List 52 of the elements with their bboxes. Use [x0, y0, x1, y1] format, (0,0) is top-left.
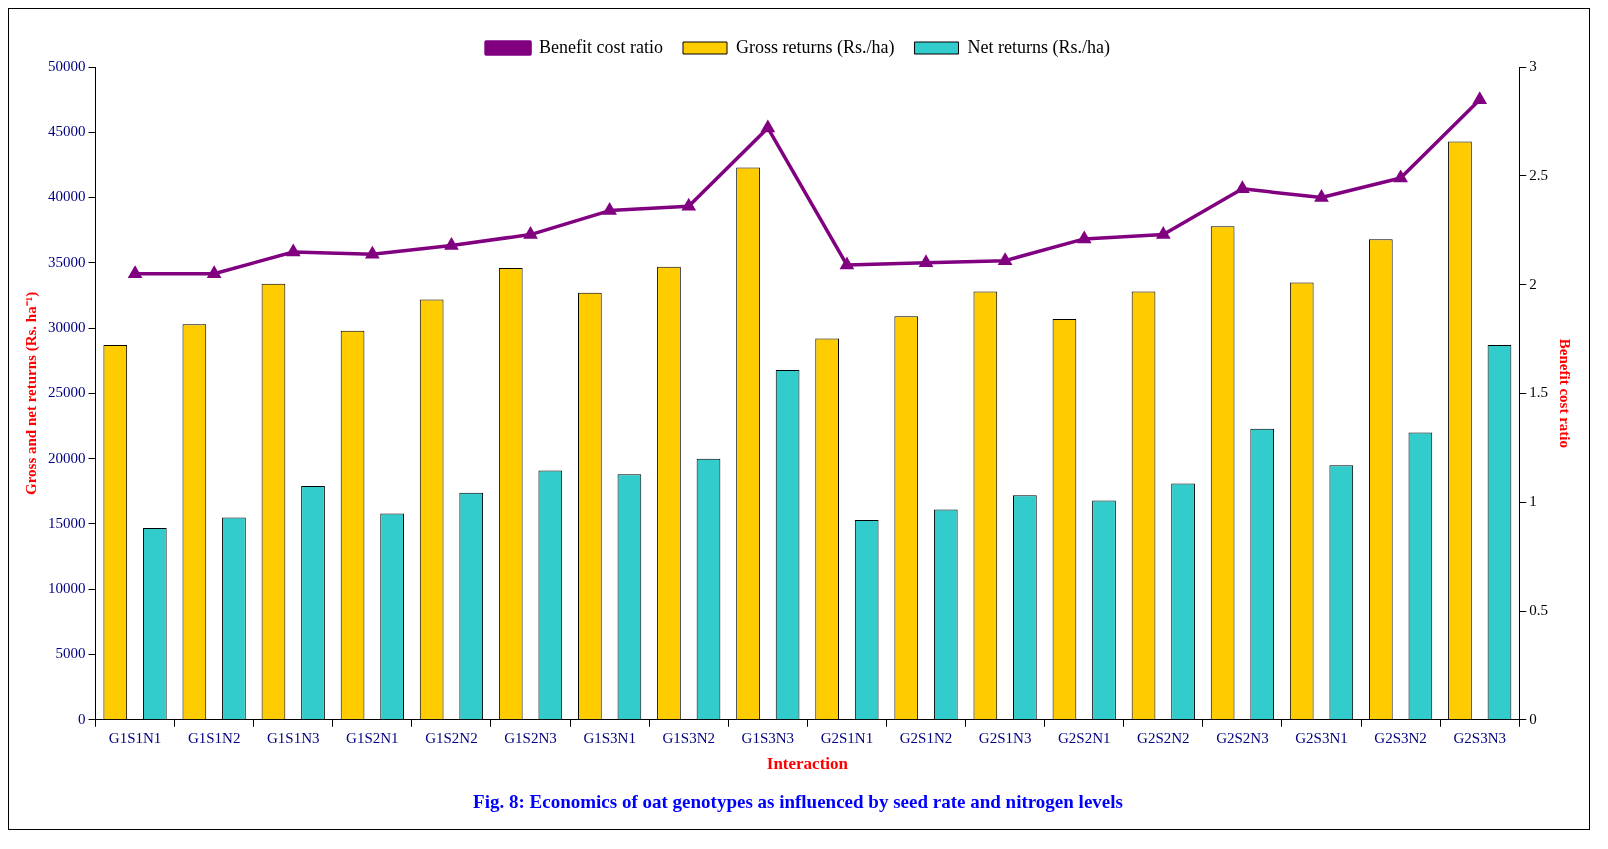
y-tick-label: 25000 [48, 384, 86, 401]
y-tick-label: 20000 [48, 449, 86, 466]
x-tick-label: G1S2N3 [504, 729, 557, 746]
x-tick-label: G2S3N3 [1453, 729, 1506, 746]
x-tick-label: G2S2N3 [1216, 729, 1269, 746]
x-tick-label: G1S3N1 [583, 729, 636, 746]
y-tick-label: 35000 [48, 253, 86, 270]
y2-tick-label: 0.5 [1529, 601, 1548, 618]
x-tick-label: G2S1N1 [820, 729, 874, 746]
x-tick-label: G1S1N3 [266, 729, 320, 746]
x-tick-label: G1S2N1 [346, 729, 399, 746]
point [1315, 190, 1328, 202]
legend-label: Gross returns (Rs./ha) [736, 36, 895, 58]
x-tick-label: G2S3N1 [1295, 729, 1348, 746]
y-tick-label: 50000 [48, 57, 86, 74]
y-tick-label: 30000 [48, 319, 86, 336]
point [445, 238, 458, 250]
y2-tick-label: 2.5 [1529, 166, 1548, 183]
x-tick-label: G2S1N2 [899, 729, 953, 746]
x-tick-label: G2S2N2 [1137, 729, 1190, 746]
point [1473, 92, 1486, 104]
x-tick-label: G1S3N2 [662, 729, 715, 746]
point [128, 266, 142, 278]
point [681, 197, 696, 211]
y-tick-label: 0 [78, 710, 86, 727]
x-tick-label: G1S3N3 [741, 729, 795, 746]
x-tick-label: G2S1N3 [978, 729, 1032, 746]
x-tick-label: G1S2N2 [425, 729, 478, 746]
x-tick-label: G1S1N1 [108, 729, 162, 746]
y2-axis-title: Benefit cost ratio [1557, 338, 1574, 448]
point [919, 256, 933, 268]
y2-tick-label: 3 [1529, 57, 1537, 74]
legend-label: Net returns (Rs./ha) [967, 36, 1110, 58]
x-tick-label: G1S1N2 [187, 729, 241, 746]
y-tick-label: 10000 [48, 580, 86, 597]
x-tick-label: G2S3N2 [1374, 729, 1427, 746]
point [1157, 227, 1170, 239]
y2-tick-label: 2 [1529, 275, 1537, 292]
text: Fig. 8: Economics of oat genotypes as influenced by seed rate and nitrogen levels [473, 790, 1123, 812]
legend-label: Benefit cost ratio [539, 36, 664, 57]
y2-tick-label: 0 [1529, 710, 1537, 727]
x-tick-label: G2S2N1 [1057, 729, 1111, 746]
y-tick-label: 40000 [48, 188, 86, 205]
y2-tick-label: 1 [1529, 493, 1537, 510]
point [603, 203, 616, 215]
point [524, 227, 537, 239]
y-tick-label: 5000 [55, 645, 86, 662]
y2-tick-label: 1.5 [1529, 384, 1548, 401]
y-tick-label: 15000 [48, 514, 86, 531]
x-axis-title: Interaction [766, 754, 849, 774]
y-axis-title: Gross and net returns (Rs. ha⁻¹) [22, 291, 40, 495]
y-tick-label: 45000 [48, 123, 86, 140]
